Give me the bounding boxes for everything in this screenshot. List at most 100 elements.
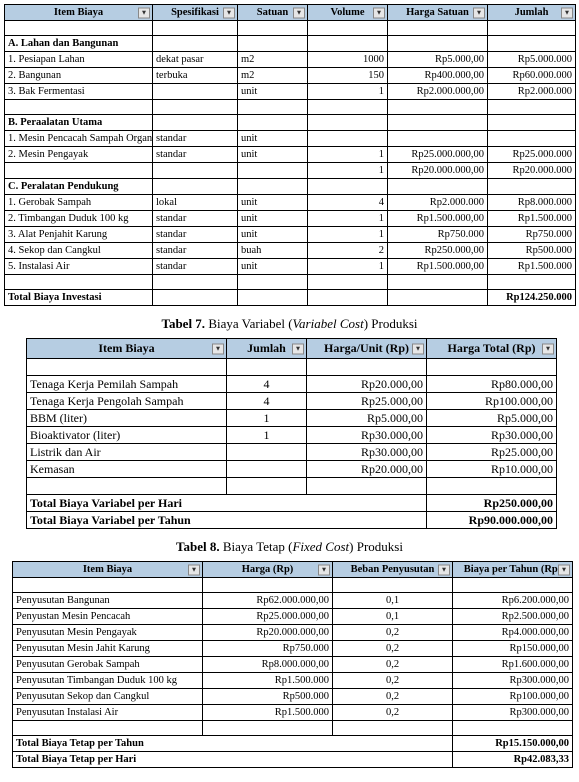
total-invest-row: Total Biaya Investasi Rp124.250.000 [5,290,576,306]
cell: 4. Sekop dan Cangkul [5,243,153,259]
filter-icon[interactable]: ▾ [223,7,235,18]
total-var-year-row: Total Biaya Variabel per Tahun Rp90.000.… [27,512,557,529]
cell: m2 [238,52,308,68]
filter-icon[interactable]: ▾ [438,564,450,575]
header-label: Item Biaya [83,564,132,575]
cell: 1. Mesin Pencacah Sampah Organik [5,131,153,147]
table-row: Listrik dan AirRp30.000,00Rp25.000,00 [27,444,557,461]
cell [153,84,238,100]
cell: Penyusutan Gerobak Sampah [13,657,203,673]
header-label: Jumlah [247,341,286,355]
filter-icon[interactable]: ▾ [542,343,554,354]
filter-icon[interactable]: ▾ [412,343,424,354]
cell [388,131,488,147]
cell [153,163,238,179]
table-row: 2. Mesin Pengayakstandarunit1Rp25.000.00… [5,147,576,163]
col-qty[interactable]: Jumlah ▾ [227,339,307,359]
caption-text: Biaya Variabel ( [205,316,292,331]
header-label: Biaya per Tahun (Rp) [464,564,562,575]
filter-icon[interactable]: ▾ [138,7,150,18]
header-label: Satuan [257,7,289,18]
cell: Rp20.000,00 [307,461,427,478]
filter-icon[interactable]: ▾ [558,564,570,575]
cell: Rp2.000.000 [488,84,576,100]
total-label: Total Biaya Tetap per Tahun [13,736,453,752]
col-item[interactable]: Item Biaya▾ [27,339,227,359]
col-spec[interactable]: Spesifikasi ▾ [153,5,238,21]
col-yearly[interactable]: Biaya per Tahun (Rp)▾ [453,562,573,578]
cell: Rp30.000,00 [427,427,557,444]
cell: Rp20.000.000 [488,163,576,179]
filter-icon[interactable]: ▾ [473,7,485,18]
cell: unit [238,195,308,211]
table-row: Penyusutan BangunanRp62.000.000,000,1Rp6… [13,593,573,609]
filter-icon[interactable]: ▾ [561,7,573,18]
header-label: Harga (Rp) [242,564,294,575]
col-volume[interactable]: Volume ▾ [308,5,388,21]
cell: Rp300.000,00 [453,705,573,721]
cell: 0,1 [333,609,453,625]
table-row: 2. Timbangan Duduk 100 kgstandarunit1Rp1… [5,211,576,227]
cell: Rp5.000,00 [427,410,557,427]
filter-icon[interactable]: ▾ [292,343,304,354]
header-label: Spesifikasi [171,7,219,18]
filter-icon[interactable]: ▾ [293,7,305,18]
col-price[interactable]: Harga (Rp) ▾ [203,562,333,578]
filter-icon[interactable]: ▾ [188,564,200,575]
total-value: Rp15.150.000,00 [453,736,573,752]
table8-caption: Tabel 8. Biaya Tetap (Fixed Cost) Produk… [4,539,575,555]
cell: 2. Mesin Pengayak [5,147,153,163]
col-item[interactable]: Item Biaya▾ [5,5,153,21]
filter-icon[interactable]: ▾ [373,7,385,18]
col-unit-price[interactable]: Harga/Unit (Rp)▾ [307,339,427,359]
table-row: Penyustan Mesin PencacahRp25.000.000,000… [13,609,573,625]
cell: Rp1.500.000,00 [388,211,488,227]
cell: Rp62.000.000,00 [203,593,333,609]
col-price[interactable]: Harga Satuan▾ [388,5,488,21]
cell: 1000 [308,52,388,68]
investment-table: Item Biaya▾ Spesifikasi ▾ Satuan ▾ Volume ▾… [4,4,576,306]
cell: Penyusutan Mesin Jahit Karung [13,641,203,657]
section-b: B. Peraalatan Utama [5,115,576,131]
section-c: C. Peralatan Pendukung [5,179,576,195]
header-label: Volume [330,7,364,18]
cell: standar [153,131,238,147]
cell: Rp400.000,00 [388,68,488,84]
cell: Rp5.000,00 [307,410,427,427]
total-fixed-day-row: Total Biaya Tetap per Hari Rp42.083,33 [13,752,573,768]
filter-icon[interactable]: ▾ [212,343,224,354]
cell: Rp5.000,00 [388,52,488,68]
cell: 0,2 [333,673,453,689]
col-unit[interactable]: Satuan ▾ [238,5,308,21]
cell: unit [238,227,308,243]
col-dep[interactable]: Beban Penyusutan▾ [333,562,453,578]
cell: 0,2 [333,657,453,673]
cell: 1 [227,427,307,444]
cell: 3. Alat Penjahit Karung [5,227,153,243]
col-item[interactable]: Item Biaya ▾ [13,562,203,578]
cell: Rp100.000,00 [427,393,557,410]
table-row: 1. Pesiapan Lahandekat pasarm21000Rp5.00… [5,52,576,68]
cell: lokal [153,195,238,211]
cell: terbuka [153,68,238,84]
cell: 1 [308,147,388,163]
filter-icon[interactable]: ▾ [318,564,330,575]
table-row: 1Rp20.000.000,00Rp20.000.000 [5,163,576,179]
col-total[interactable]: Jumlah▾ [488,5,576,21]
cell: 2. Bangunan [5,68,153,84]
col-total-price[interactable]: Harga Total (Rp)▾ [427,339,557,359]
table-row: KemasanRp20.000,00Rp10.000,00 [27,461,557,478]
cell: Rp60.000.000 [488,68,576,84]
table-row: 5. Instalasi Airstandarunit1Rp1.500.000,… [5,259,576,275]
cell: 0,2 [333,689,453,705]
cell: Rp750.000 [203,641,333,657]
table-row: 3. Bak Fermentasiunit1Rp2.000.000,00Rp2.… [5,84,576,100]
cell: Penyustan Mesin Pencacah [13,609,203,625]
table-row: Penyusutan Instalasi AirRp1.500.0000,2Rp… [13,705,573,721]
cell: Rp8.000.000 [488,195,576,211]
cell: 4 [308,195,388,211]
total-var-day-row: Total Biaya Variabel per Hari Rp250.000,… [27,495,557,512]
table-row: Penyusutan Mesin Jahit KarungRp750.0000,… [13,641,573,657]
caption-text: ) Produksi [349,539,403,554]
total-label: Total Biaya Variabel per Tahun [27,512,427,529]
